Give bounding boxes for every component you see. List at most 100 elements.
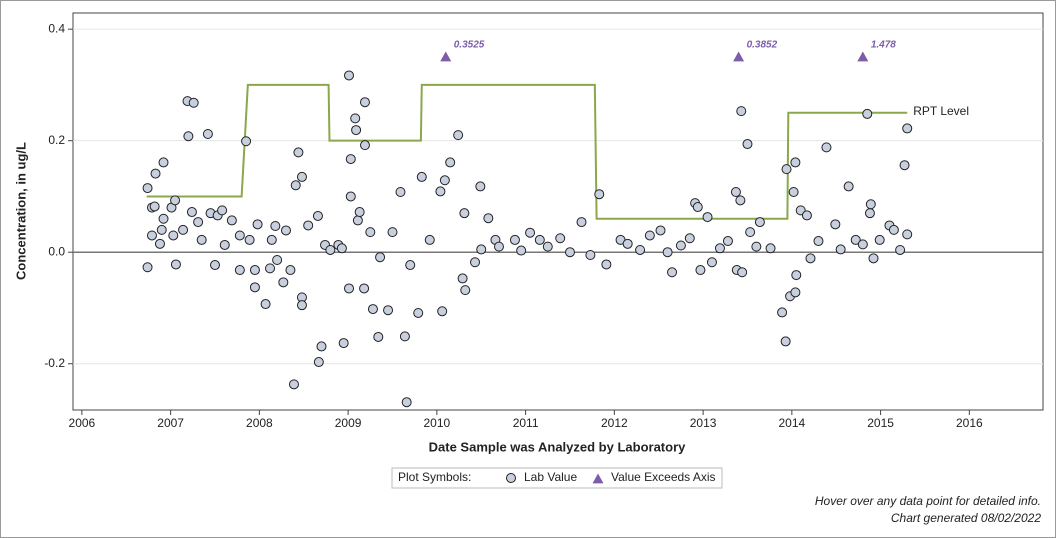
point <box>765 243 776 254</box>
point <box>791 270 802 281</box>
legend-label: Lab Value <box>524 470 577 484</box>
x-axis-label: Date Sample was Analyzed by Laboratory <box>429 439 686 454</box>
exceeds-label: 0.3525 <box>454 40 485 51</box>
point <box>805 253 816 264</box>
point <box>395 186 406 197</box>
point <box>354 207 365 218</box>
point <box>445 157 456 168</box>
point <box>516 245 527 256</box>
point <box>702 212 713 223</box>
point <box>644 230 655 241</box>
point <box>387 227 398 238</box>
point <box>146 230 157 241</box>
x-tick-label: 2015 <box>867 416 894 430</box>
point <box>158 213 169 224</box>
point <box>290 180 301 191</box>
point <box>780 336 791 347</box>
point <box>525 227 536 238</box>
point <box>576 217 587 228</box>
point <box>509 234 520 245</box>
line-label: RPT Level <box>913 104 969 118</box>
exceeds-label: 1.478 <box>871 40 896 51</box>
point <box>902 123 913 134</box>
point <box>272 255 283 266</box>
legend-symbol <box>506 473 516 483</box>
point <box>714 243 725 254</box>
point <box>219 239 230 250</box>
y-tick-label: 0.2 <box>48 133 65 147</box>
x-tick-label: 2010 <box>424 416 451 430</box>
point <box>416 171 427 182</box>
point <box>288 379 299 390</box>
point <box>439 175 450 186</box>
point <box>622 238 633 249</box>
point <box>338 338 349 349</box>
point <box>542 241 553 252</box>
point <box>751 241 762 252</box>
x-tick-label: 2014 <box>778 416 805 430</box>
point <box>813 236 824 247</box>
point <box>350 113 361 124</box>
point <box>737 267 748 278</box>
legend-box <box>391 467 723 489</box>
y-tick-label: 0.0 <box>48 244 65 258</box>
point <box>655 225 666 236</box>
point <box>742 139 753 150</box>
point <box>788 186 799 197</box>
point <box>352 215 363 226</box>
point <box>265 263 276 274</box>
point <box>662 247 673 258</box>
point <box>790 287 801 298</box>
point <box>252 219 263 230</box>
point <box>266 234 277 245</box>
point <box>635 244 646 255</box>
point <box>476 244 487 255</box>
x-tick-label: 2009 <box>335 416 362 430</box>
point <box>249 282 260 293</box>
point <box>564 247 575 258</box>
point <box>149 201 160 212</box>
point <box>234 265 245 276</box>
point <box>895 244 906 255</box>
x-tick-label: 2008 <box>246 416 273 430</box>
rpt-line <box>146 83 908 220</box>
point <box>902 229 913 240</box>
point <box>493 241 504 252</box>
point <box>475 181 486 192</box>
point <box>405 260 416 271</box>
point <box>735 195 746 206</box>
point <box>280 225 291 236</box>
point <box>865 199 876 210</box>
point <box>706 257 717 268</box>
point <box>249 265 260 276</box>
point <box>413 307 424 318</box>
point <box>375 252 386 263</box>
point <box>868 253 879 264</box>
point <box>150 168 161 179</box>
point <box>244 234 255 245</box>
point <box>241 136 252 147</box>
point <box>336 243 347 254</box>
point <box>790 157 801 168</box>
point <box>217 205 228 216</box>
point <box>460 285 471 296</box>
point <box>345 154 356 165</box>
point <box>437 306 448 317</box>
point <box>821 142 832 153</box>
point <box>142 262 153 273</box>
legend-symbol <box>592 473 604 484</box>
point <box>278 277 289 288</box>
y-tick-label: 0.4 <box>48 21 65 35</box>
point <box>730 186 741 197</box>
point <box>470 257 481 268</box>
y-axis-label: Concentration, in ug/L <box>13 142 28 280</box>
point <box>293 147 304 158</box>
point <box>667 267 678 278</box>
point <box>736 106 747 117</box>
point <box>168 230 179 241</box>
point <box>453 130 464 141</box>
note: Chart generated 08/02/2022 <box>891 511 1041 525</box>
point <box>435 186 446 197</box>
point <box>325 244 336 255</box>
exceeds-marker <box>857 51 869 62</box>
